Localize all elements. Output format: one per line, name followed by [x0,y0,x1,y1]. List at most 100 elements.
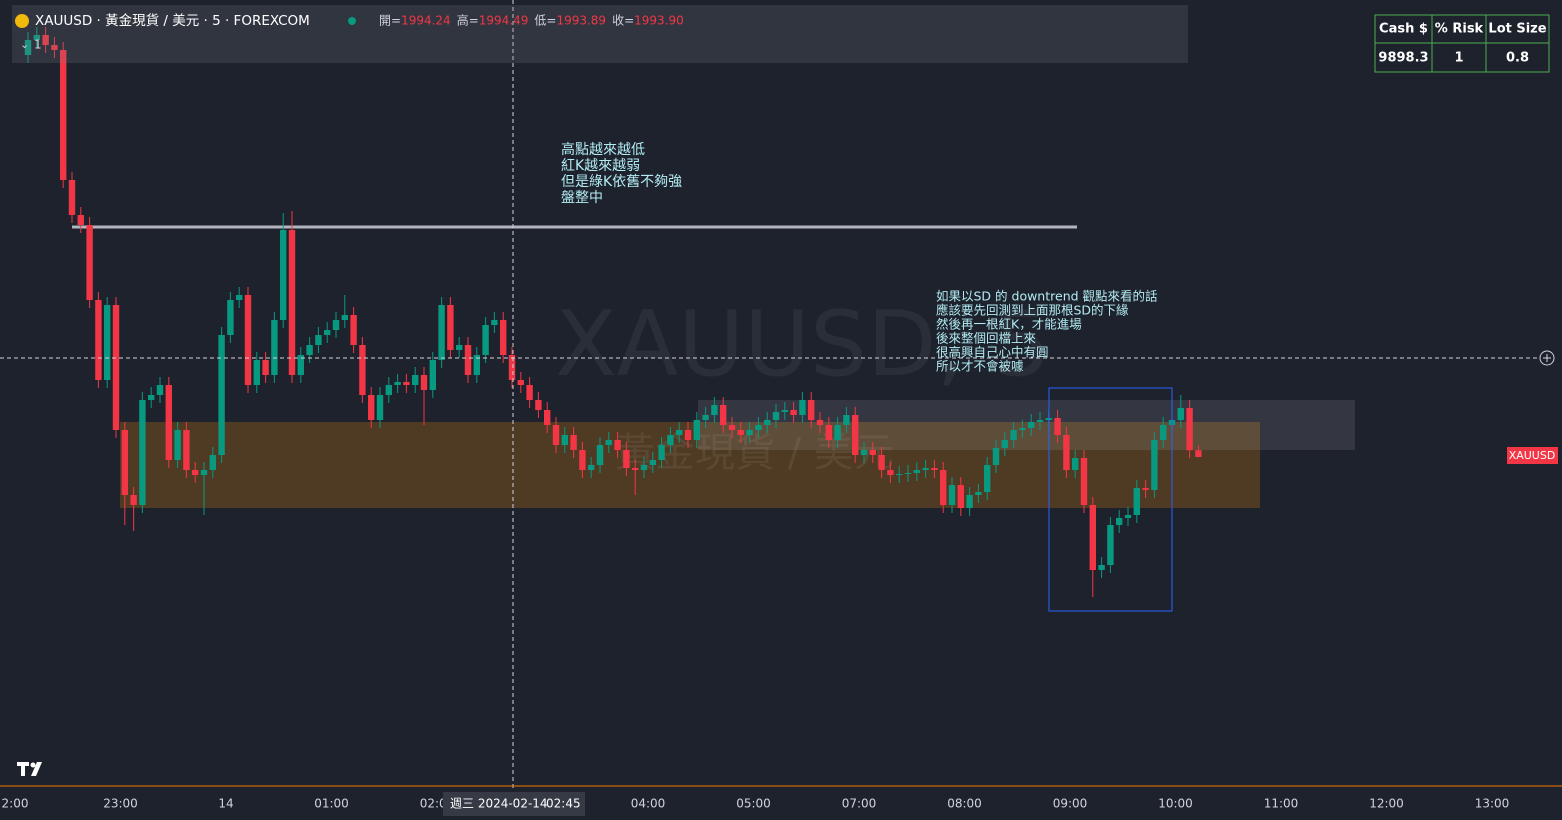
candle-body [1054,418,1061,435]
candle-body [535,400,542,410]
table-cell: 9898.3 [1378,51,1428,66]
candle-body [1072,458,1079,470]
candle-body [632,468,639,470]
candle-body [60,50,67,180]
candle-body [341,315,348,320]
candle-body [227,300,234,335]
candle-body [121,430,128,495]
candle-body [33,35,40,40]
candle-body [517,380,524,385]
candle-body [1028,422,1035,428]
annotation-line: 紅K越來越弱 [561,158,640,174]
candle-body [623,450,630,468]
candle-body [860,450,868,455]
crosshair-plus[interactable] [1539,350,1555,366]
candle-body [737,430,744,435]
candle-body [280,230,287,320]
candle-body [808,400,815,420]
candle-body [825,425,832,440]
candle-body [192,470,199,475]
candle-body [1036,420,1044,422]
candle-body [570,435,577,450]
candle-body [306,345,313,355]
candle-body [288,230,296,375]
candle-body [614,440,621,450]
annotation-line: 如果以SD 的 downtrend 觀點來看的話 [936,289,1158,304]
x-tick-label: 12:00 [1369,797,1404,811]
candle-body [552,425,560,445]
candle-body [1133,488,1140,515]
candle-body [878,455,885,470]
ohlc-value: 1993.89 [556,14,606,28]
candle-body [438,305,445,360]
candle-body [966,495,973,508]
candle-body [139,400,146,505]
candle-body [350,315,357,345]
candle-body [1124,515,1132,518]
symbol-title[interactable]: XAUUSD · 黃金現貨 / 美元 · 5 · FOREXCOM [35,12,310,29]
candle-body [1177,408,1184,420]
annotation-line: 後來整個回檔上來 [936,331,1037,346]
candle-body [922,468,929,470]
candle-body [649,460,656,465]
candle-body [693,420,700,440]
x-tick-label: 10:00 [1158,797,1193,811]
candle-body [1001,440,1008,448]
candle-body [482,325,489,355]
candle-body [359,345,366,395]
candle-body [156,385,164,395]
candles [24,27,1202,597]
logo-part [21,762,25,776]
candle-body [596,445,604,465]
candle-body [174,430,181,460]
candle-body [605,440,612,445]
table-cells: Cash $ % Risk Lot Size 9898.3 1 0.8 [1378,22,1546,66]
risk-table: Cash $ % Risk Lot Size 9898.3 1 0.8 [1374,14,1550,73]
candle-body [834,425,841,440]
watermark: XAUUSD, 5 黃金現貨 / 美元 [555,292,1051,476]
x-tick-label: 14 [218,797,233,811]
candle-body [491,320,498,325]
candle-body [209,455,216,470]
x-tick-label: 07:00 [842,797,877,811]
candle-body [940,470,947,505]
annotation-line: 盤整中 [561,190,603,206]
ohlc-legend: 開= 1994.24 高= 1994.49 低= 1993.89 收= 1993.90 [379,13,684,28]
candle-body [588,465,595,470]
candle-body [887,470,894,475]
candle-body [764,420,771,425]
x-tick-label: 05:00 [736,797,771,811]
candle-body [843,415,850,425]
crosshair-date: 週三 2024-02-14 [450,797,548,811]
candle-body [130,495,137,505]
candle-body [315,335,322,345]
candle-body [720,405,727,425]
price-tag: XAUUSD [1509,449,1556,462]
candle-body [253,360,260,385]
candle-body [429,360,436,390]
candle-body [640,465,648,470]
x-tick-label: 08:00 [947,797,982,811]
ohlc-key: 收= [612,14,634,28]
candle-body [332,320,340,330]
indicator-count[interactable]: 1 [34,38,42,52]
candle-body [1186,408,1193,451]
annotation-line: 應該要先回測到上面那根SD的下緣 [936,303,1129,318]
table-cell: 1 [1454,51,1463,66]
candle-body [165,385,172,460]
candle-body [755,425,762,430]
market-status [348,17,356,25]
candle-body [51,45,58,50]
candle-body [77,215,84,225]
candle-body [148,395,155,400]
candle-body [676,430,683,435]
candle-body [420,375,428,390]
ohlc-value: 1994.24 [401,14,451,28]
candle-body [368,395,375,420]
candle-body [984,465,991,492]
annotation-line: 很高興自己心中有圓 [936,345,1049,360]
candle-body [746,430,753,435]
highlight-box [1048,387,1173,612]
collapse-chevron[interactable]: ⌄ [20,38,29,51]
